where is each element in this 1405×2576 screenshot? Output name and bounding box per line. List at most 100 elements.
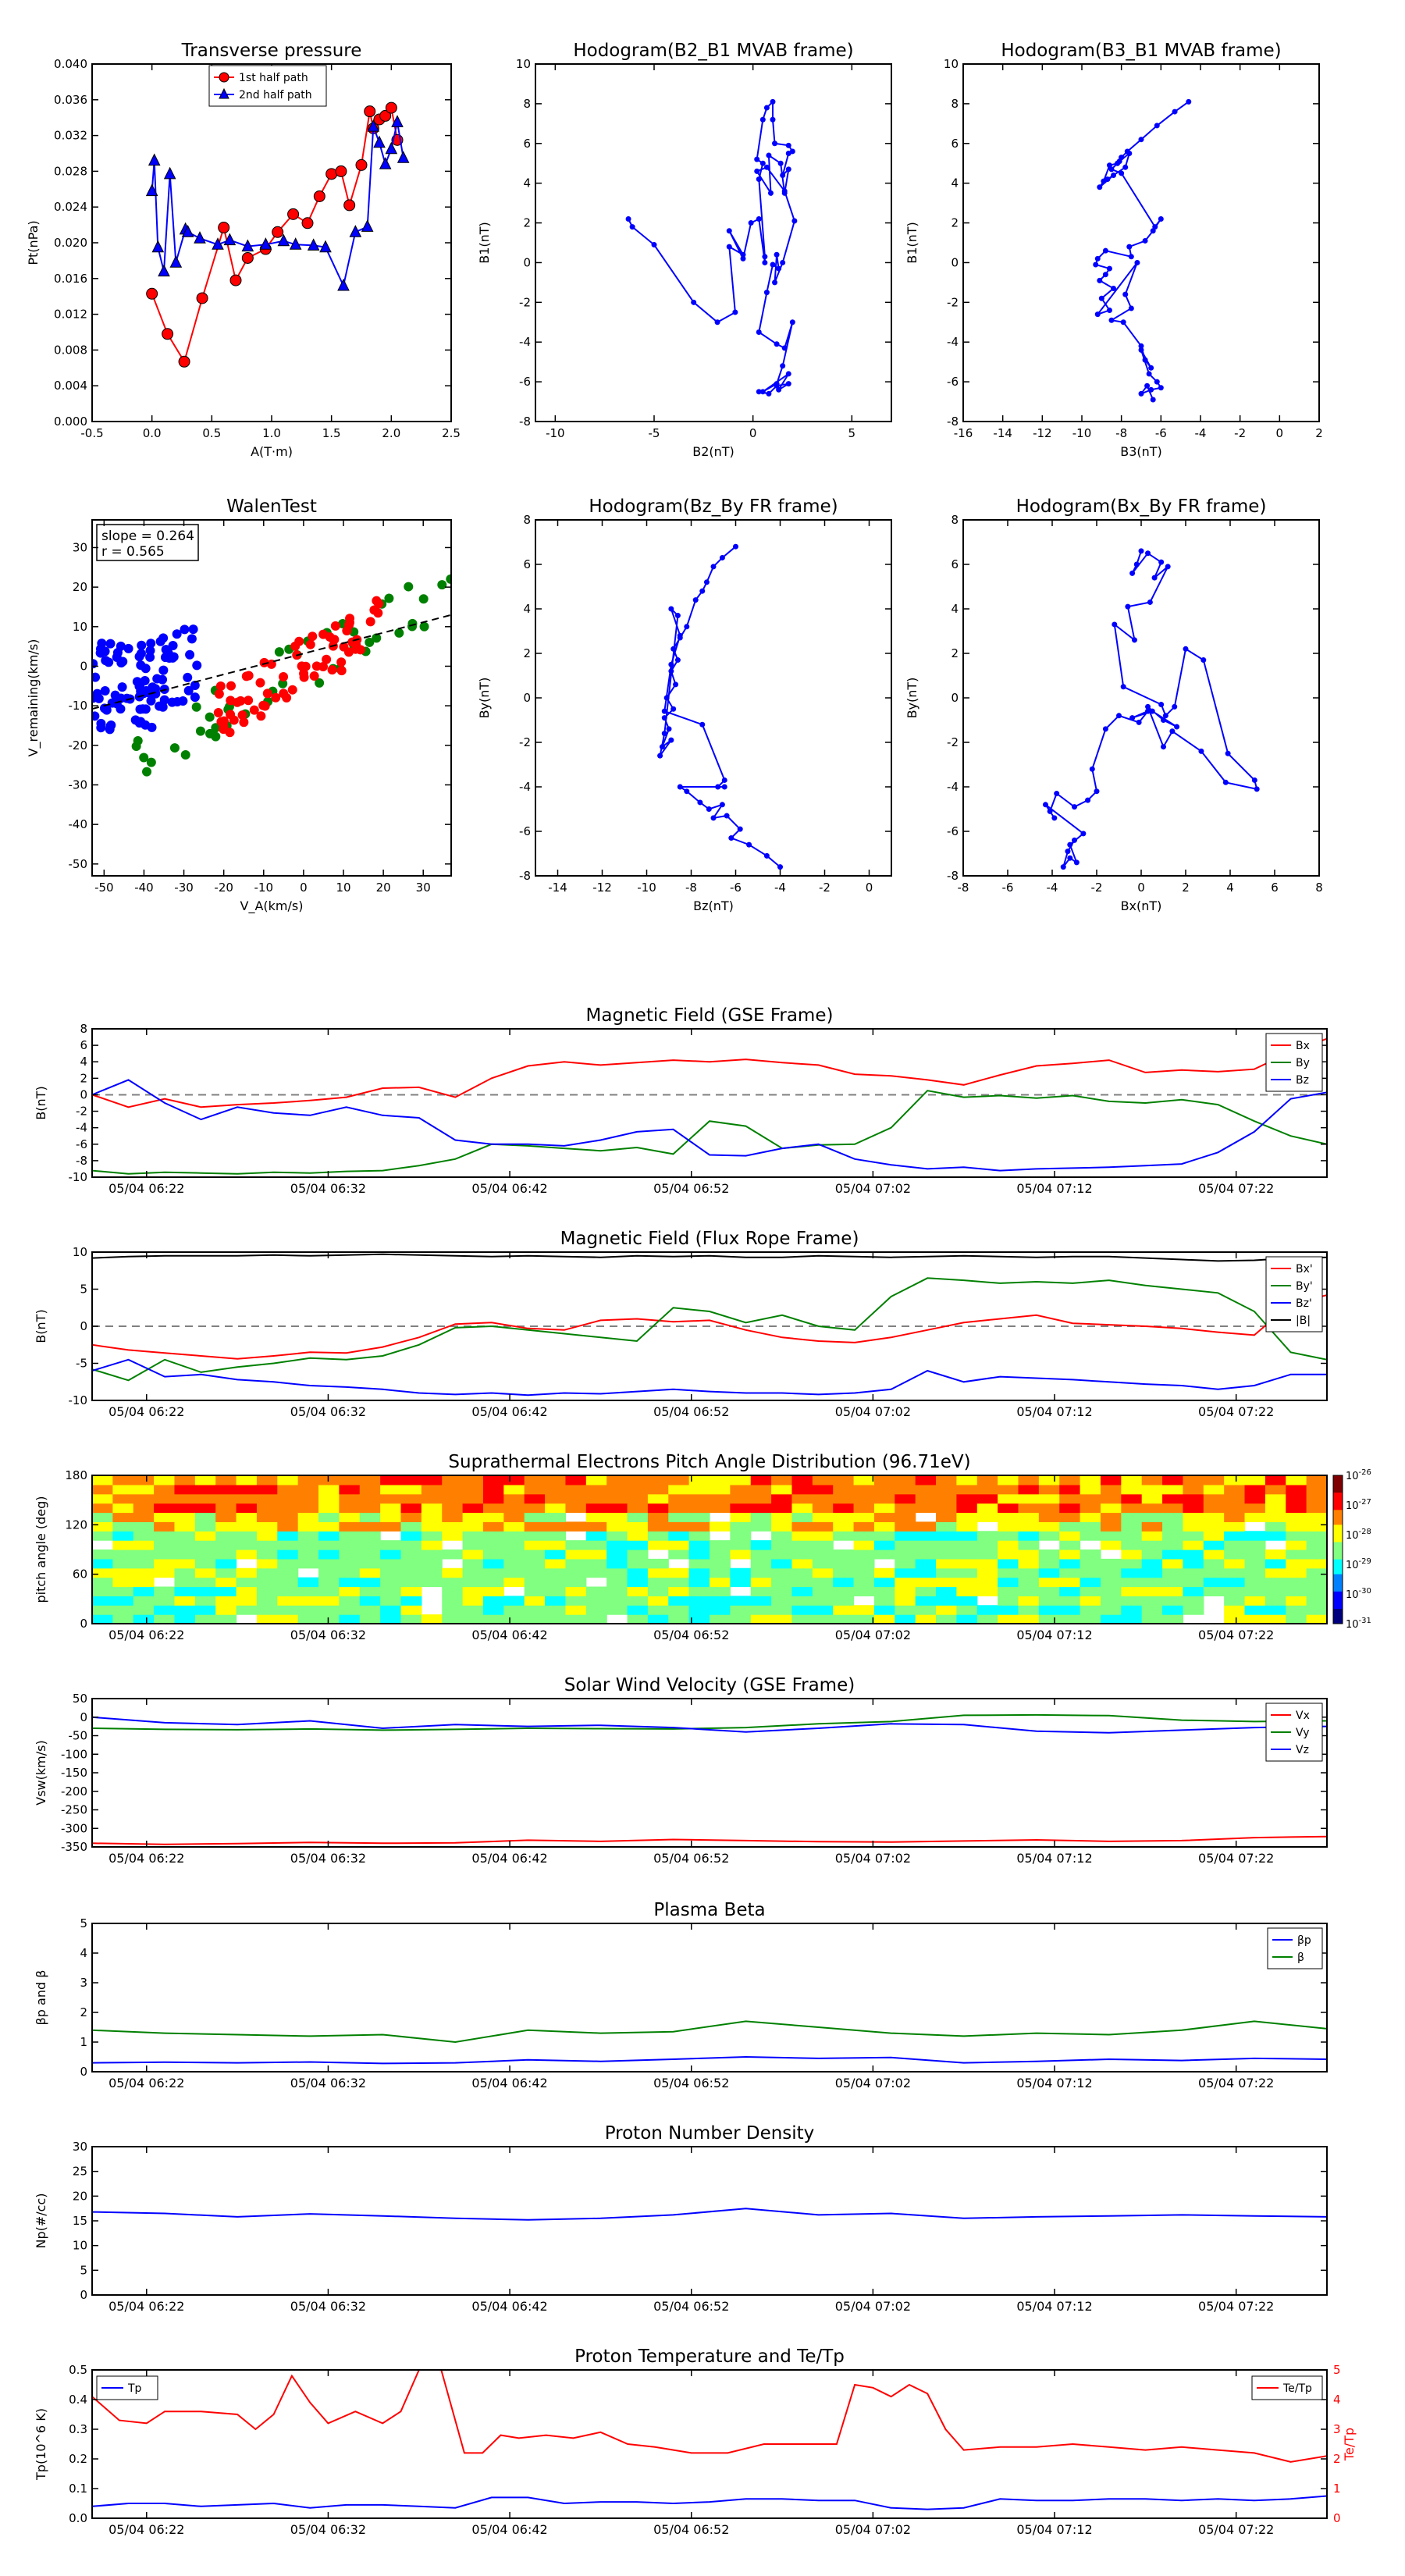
heatmap-cell [668,1605,690,1615]
heatmap-cell [1018,1484,1040,1495]
heatmap-cell [1141,1521,1163,1532]
heatmap-cell [277,1503,299,1514]
heatmap-cell [585,1531,607,1541]
y-tick-label: 0.0 [69,2511,87,2525]
heatmap-cell [647,1512,669,1522]
heatmap-cell [833,1586,855,1596]
scatter-point [215,681,226,691]
y-tick-label: -4 [947,335,959,349]
heatmap-cell [915,1558,937,1569]
heatmap-cell [956,1475,978,1485]
heatmap-cell [277,1558,299,1569]
x-axis-label: V_A(km/s) [240,898,304,914]
heatmap-cell [1038,1475,1060,1485]
heatmap-cell [194,1567,216,1578]
heatmap-cell [895,1484,916,1495]
x-tick-label: 0 [1137,881,1145,895]
heatmap-cell [421,1531,443,1541]
heatmap-cell [915,1596,937,1606]
heatmap-cell [606,1577,628,1588]
y-tick-label: 0 [80,2065,87,2079]
heatmap-cell [936,1493,957,1504]
series-marker [355,158,368,171]
scatter-point [274,647,284,657]
heatmap-cell [503,1493,525,1504]
heatmap-cell [998,1596,1019,1606]
heatmap-cell [277,1614,299,1624]
heatmap-cell [668,1512,690,1522]
y-tick-label: -8 [76,1154,87,1168]
y-tick-label: 0.012 [54,308,87,322]
heatmap-cell [380,1596,402,1606]
heatmap-cell [1264,1577,1286,1588]
series-marker [325,168,338,180]
x-tick-label: 10 [336,881,350,895]
heatmap-cell [791,1577,813,1588]
series-marker [1251,777,1257,783]
heatmap-cell [400,1531,422,1541]
heatmap-cell [1286,1577,1307,1588]
heatmap-cell [318,1550,340,1560]
scatter-point [394,628,404,638]
scatter-point [173,697,183,707]
scatter-point [343,647,354,657]
heatmap-cell [873,1503,895,1514]
heatmap-cell [833,1605,855,1615]
heatmap-cell [133,1558,155,1569]
heatmap-cell [647,1521,669,1532]
heatmap-cell [1306,1596,1327,1606]
heatmap-cell [236,1596,258,1606]
heatmap-cell [771,1531,793,1541]
scatter-point [271,692,281,703]
series-marker [785,371,791,377]
heatmap-cell [730,1521,752,1532]
heatmap-cell [174,1475,196,1485]
heatmap-cell [585,1540,607,1550]
series-marker [781,188,788,194]
series-marker [1126,151,1133,156]
y-tick-label: -2 [519,735,531,749]
heatmap-cell [668,1493,690,1504]
y-tick-label: 0 [523,255,531,269]
heatmap-cell [339,1540,361,1550]
series-line-Np [92,2208,1327,2221]
heatmap-cell [524,1503,546,1514]
heatmap-cell [812,1540,834,1550]
heatmap-cell [174,1503,196,1514]
x-tick-label: -10 [254,881,274,895]
legend-label: Vy [1296,1727,1310,1739]
heatmap-cell [359,1493,381,1504]
heatmap-cell [1244,1558,1266,1569]
heatmap-cell [503,1550,525,1560]
y-axis-label: Np(#/cc) [34,2194,48,2249]
heatmap-cell [1306,1550,1327,1560]
colorbar-segment [1333,1567,1343,1570]
scatter-point [146,757,156,767]
legend-label: Bx [1296,1040,1310,1052]
y2-tick-label: 2 [1333,2452,1341,2466]
series-marker [1106,308,1112,314]
series-marker [364,105,376,118]
x-tick-label: 20 [376,881,391,895]
heatmap-cell [895,1521,916,1532]
heatmap-cell [565,1577,587,1588]
heatmap-cell [503,1540,525,1550]
scatter-point [226,681,237,691]
heatmap-cell [297,1475,319,1485]
heatmap-cell [647,1475,669,1485]
heatmap-cell [1018,1475,1040,1485]
heatmap-cell [421,1521,443,1532]
heatmap-cell [339,1577,361,1588]
series-marker [659,744,665,750]
series-marker [746,841,752,848]
heatmap-cell [1121,1540,1143,1550]
y2-axis-label: Te/Tp [1342,2428,1357,2461]
heatmap-cell [318,1512,340,1522]
series-marker [748,220,754,226]
heatmap-cell [730,1540,752,1550]
heatmap-cell [256,1493,278,1504]
heatmap-cell [895,1567,916,1578]
series-line-Tp [92,2495,1327,2510]
heatmap-cell [1306,1503,1327,1514]
series-marker [1089,766,1095,772]
